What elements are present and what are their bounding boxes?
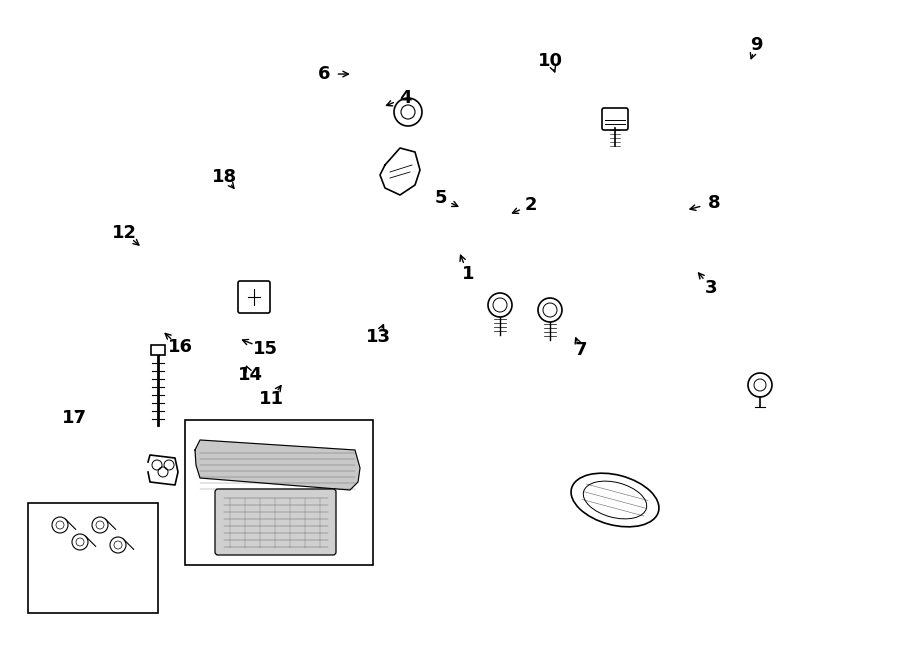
Circle shape — [110, 537, 126, 553]
Text: 7: 7 — [574, 341, 587, 360]
Circle shape — [394, 98, 422, 126]
Text: 12: 12 — [112, 223, 137, 242]
Bar — [28, 503, 158, 613]
Text: 4: 4 — [399, 89, 411, 107]
Circle shape — [72, 534, 88, 550]
Bar — [185, 420, 373, 565]
Text: 8: 8 — [707, 194, 720, 212]
Text: 10: 10 — [538, 52, 563, 70]
Text: 18: 18 — [212, 168, 238, 186]
Text: 2: 2 — [525, 196, 537, 214]
Circle shape — [488, 293, 512, 317]
Ellipse shape — [572, 473, 659, 527]
Text: 6: 6 — [318, 65, 330, 83]
Circle shape — [748, 373, 772, 397]
Text: 15: 15 — [253, 340, 278, 358]
Text: 5: 5 — [435, 189, 447, 208]
Circle shape — [52, 517, 68, 533]
Text: 16: 16 — [167, 338, 193, 356]
Text: 13: 13 — [365, 328, 391, 346]
Text: 3: 3 — [705, 278, 717, 297]
Circle shape — [538, 298, 562, 322]
Polygon shape — [195, 440, 360, 490]
Text: 9: 9 — [750, 36, 762, 54]
Text: 1: 1 — [462, 265, 474, 284]
FancyBboxPatch shape — [151, 345, 165, 355]
Text: 14: 14 — [238, 366, 263, 385]
Circle shape — [92, 517, 108, 533]
Polygon shape — [380, 148, 420, 195]
FancyBboxPatch shape — [215, 489, 336, 555]
Text: 11: 11 — [259, 389, 284, 408]
FancyBboxPatch shape — [602, 108, 628, 130]
FancyBboxPatch shape — [238, 281, 270, 313]
Text: 17: 17 — [62, 408, 87, 427]
Polygon shape — [148, 455, 178, 485]
